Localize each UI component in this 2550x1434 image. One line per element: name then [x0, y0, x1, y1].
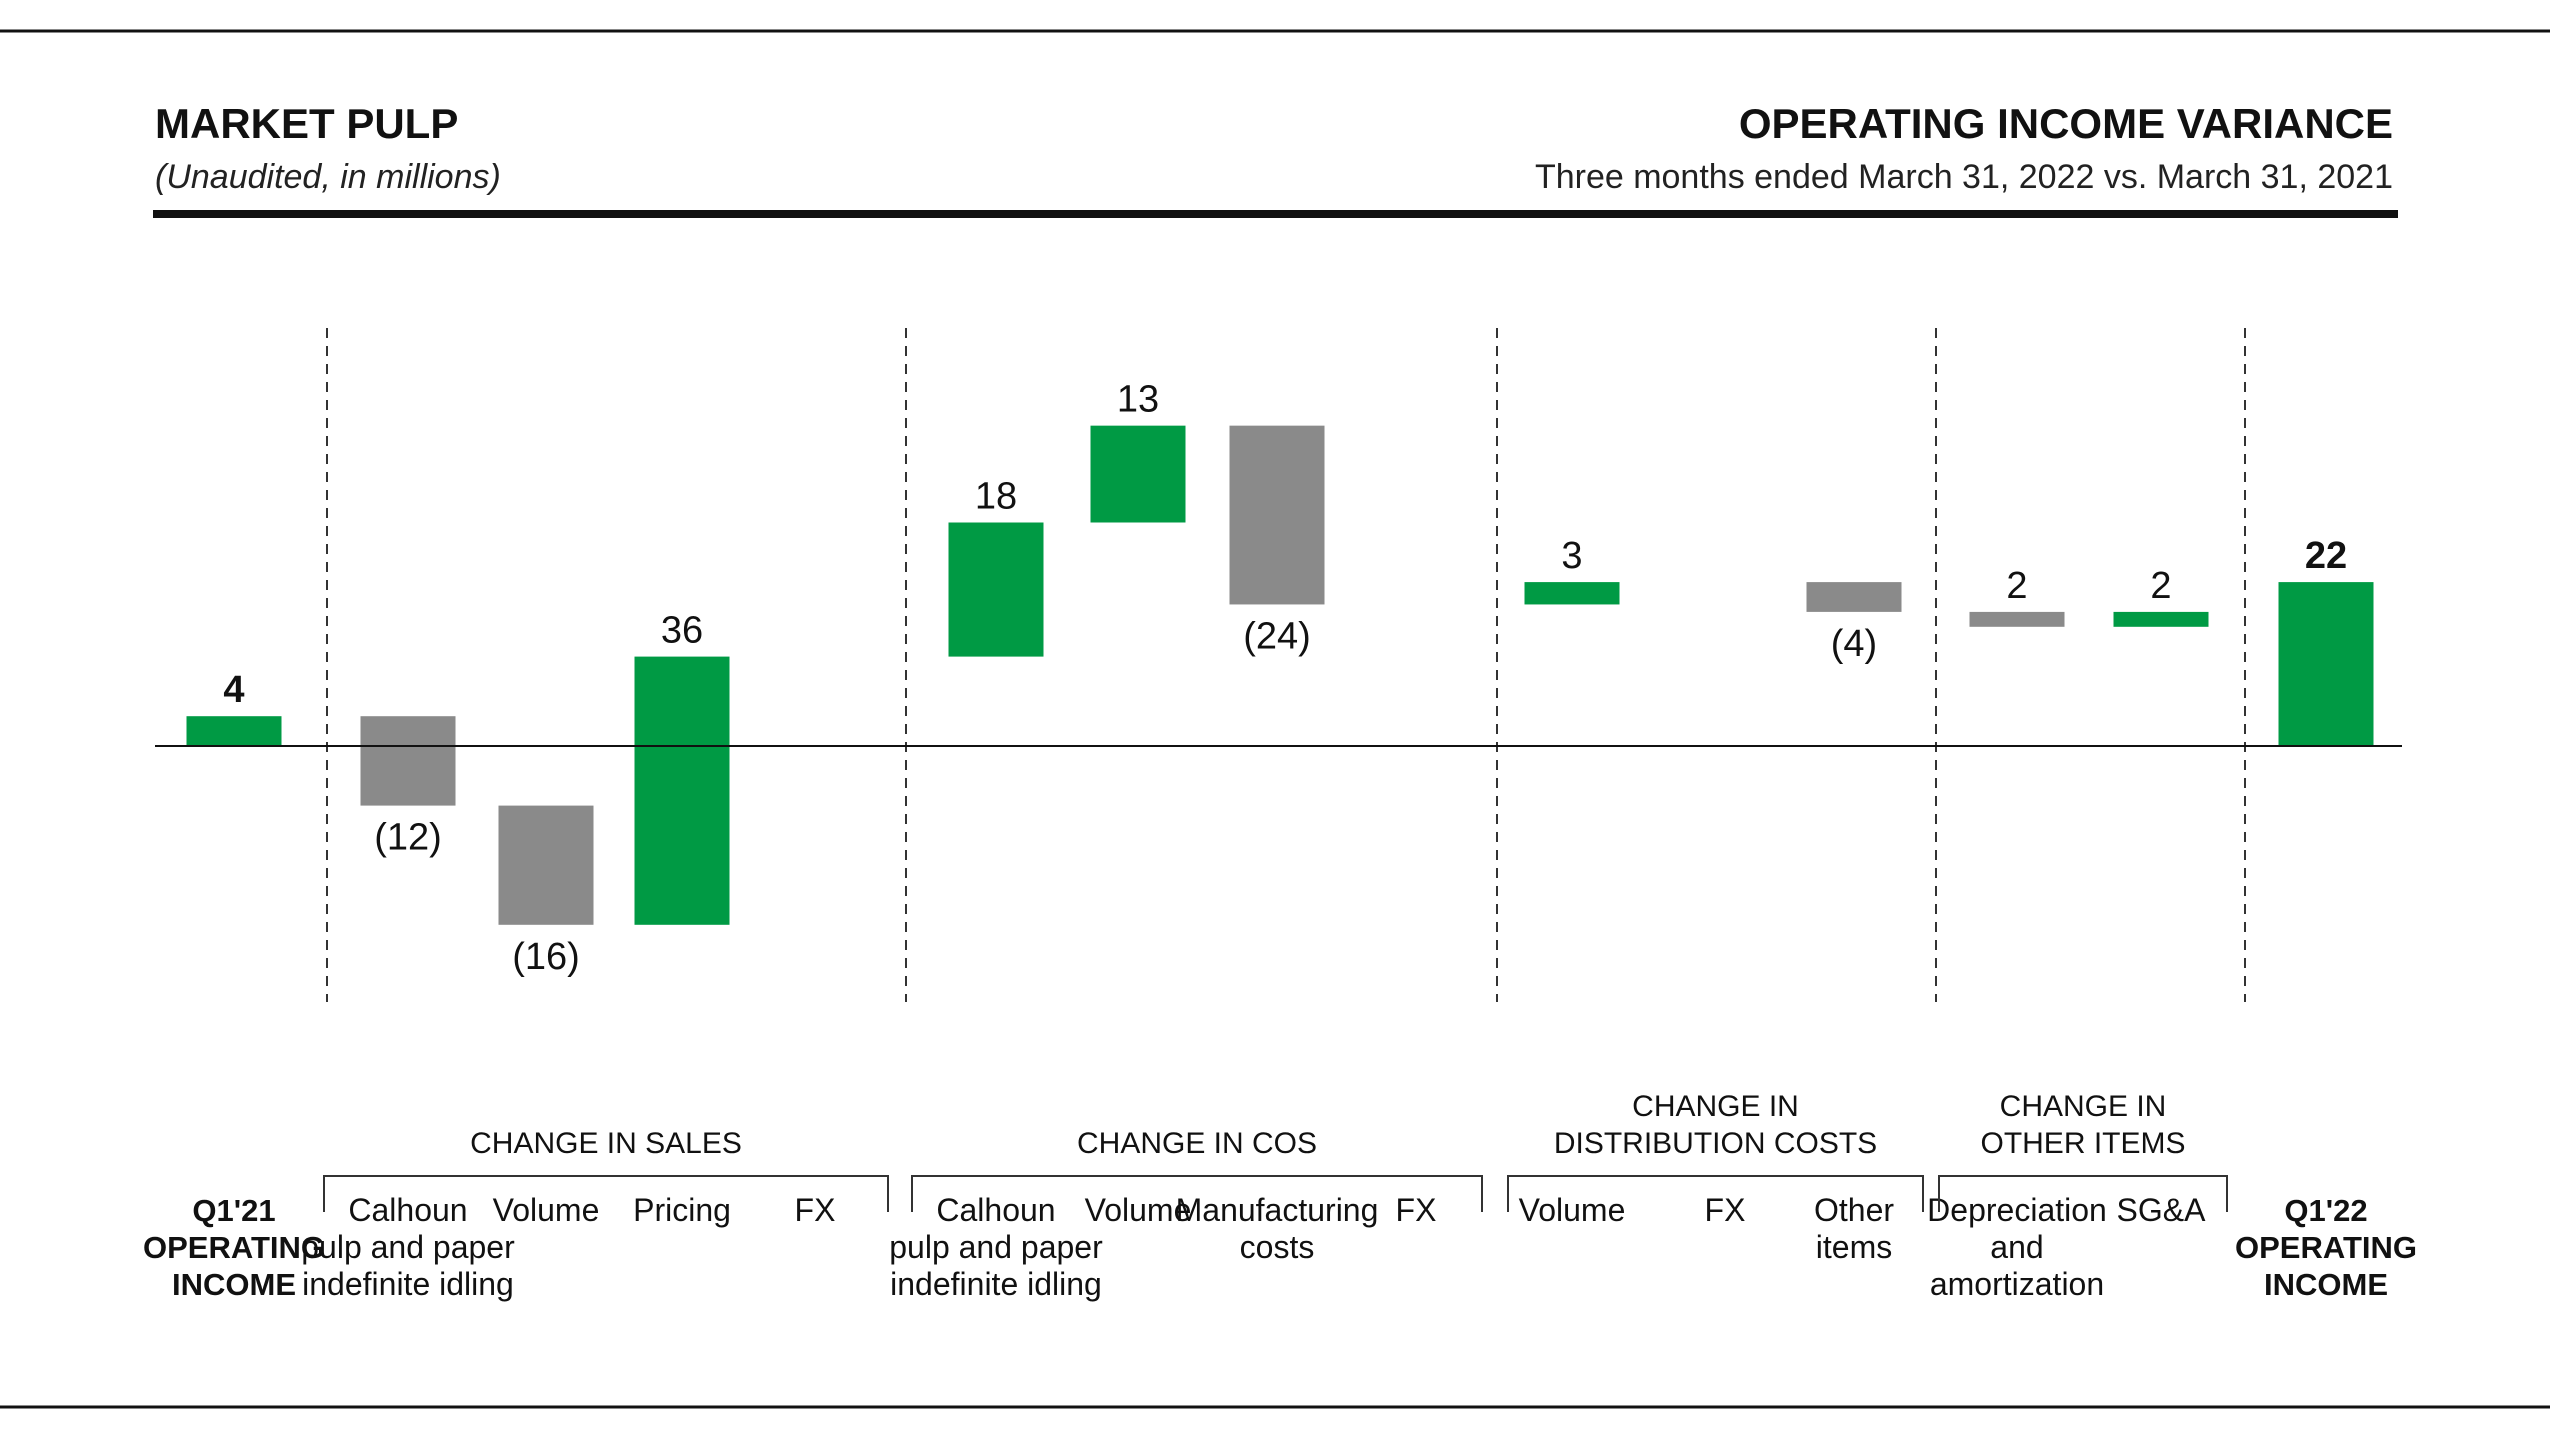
bar-2 [498, 805, 594, 925]
value-label-3: 36 [661, 610, 703, 652]
category-label-3-0: Pricing [633, 1192, 731, 1228]
bar-5 [948, 522, 1044, 657]
bar-7 [1229, 425, 1325, 605]
category-label-1-0: Calhoun [348, 1192, 467, 1228]
category-label-7-1: costs [1240, 1229, 1315, 1265]
chart-right-subtitle: Three months ended March 31, 2022 vs. Ma… [1535, 158, 2393, 196]
category-label-14-2: INCOME [2264, 1267, 2388, 1302]
value-label-11: (4) [1831, 623, 1877, 665]
group-label-0-0: CHANGE IN SALES [470, 1127, 742, 1160]
category-label-5-2: indefinite idling [890, 1266, 1102, 1302]
category-label-12-0: Depreciation [1927, 1192, 2107, 1228]
bar-0 [186, 716, 282, 746]
category-label-13-0: SG&A [2117, 1192, 2207, 1228]
group-bracket-1 [911, 1175, 1483, 1212]
chart-left-subtitle: (Unaudited, in millions) [155, 158, 501, 196]
value-label-1: (12) [374, 817, 442, 859]
group-bracket-0 [323, 1175, 889, 1212]
bar-11 [1806, 582, 1902, 612]
category-label-1-1: pulp and paper [301, 1229, 515, 1265]
category-label-6-0: Volume [1085, 1192, 1192, 1228]
bar-3 [634, 656, 730, 925]
bar-1 [360, 716, 456, 806]
bar-6 [1090, 425, 1186, 523]
value-label-6: 13 [1117, 379, 1159, 421]
category-label-12-1: and [1990, 1229, 2043, 1265]
value-label-0: 4 [223, 669, 244, 711]
group-label-3-1: OTHER ITEMS [1980, 1127, 2185, 1160]
category-label-10-0: FX [1705, 1192, 1746, 1228]
category-label-0-2: INCOME [172, 1267, 296, 1302]
value-label-9: 3 [1561, 535, 1582, 577]
category-label-0-0: Q1'21 [192, 1193, 275, 1228]
value-label-12: 2 [2006, 565, 2027, 607]
group-bracket-3 [1938, 1175, 2228, 1212]
bar-12 [1969, 611, 2065, 627]
value-label-5: 18 [975, 476, 1017, 518]
category-label-12-2: amortization [1930, 1266, 2104, 1302]
category-label-0-1: OPERATING [143, 1230, 325, 1265]
bars-layer [186, 425, 2374, 925]
group-label-1-0: CHANGE IN COS [1077, 1127, 1317, 1160]
group-labels-layer: CHANGE IN SALES CHANGE IN COS CHANGE IN DIS… [323, 1090, 2228, 1212]
category-label-8-0: FX [1396, 1192, 1437, 1228]
chart-right-title: OPERATING INCOME VARIANCE [1739, 100, 2393, 147]
value-label-14: 22 [2305, 535, 2347, 577]
category-label-1-2: indefinite idling [302, 1266, 514, 1302]
group-bracket-2 [1507, 1175, 1924, 1212]
group-dividers-layer [326, 328, 2246, 1002]
category-label-5-1: pulp and paper [889, 1229, 1103, 1265]
category-label-14-1: OPERATING [2235, 1230, 2417, 1265]
value-label-7: (24) [1243, 615, 1311, 657]
category-label-14-0: Q1'22 [2284, 1193, 2367, 1228]
group-label-2-1: DISTRIBUTION COSTS [1554, 1127, 1877, 1160]
chart-left-title: MARKET PULP [155, 100, 458, 147]
category-label-2-0: Volume [493, 1192, 600, 1228]
bar-9 [1524, 582, 1620, 605]
category-label-9-0: Volume [1519, 1192, 1626, 1228]
category-label-11-1: items [1816, 1229, 1892, 1265]
value-label-13: 2 [2150, 565, 2171, 607]
value-label-2: (16) [512, 936, 580, 978]
category-label-5-0: Calhoun [936, 1192, 1055, 1228]
category-label-11-0: Other [1814, 1192, 1894, 1228]
category-label-7-0: Manufacturing [1176, 1192, 1379, 1228]
group-label-2-0: CHANGE IN [1632, 1090, 1799, 1123]
group-label-3-0: CHANGE IN [2000, 1090, 2167, 1123]
category-label-4-0: FX [795, 1192, 836, 1228]
bar-14 [2278, 582, 2374, 746]
bar-13 [2113, 611, 2209, 627]
